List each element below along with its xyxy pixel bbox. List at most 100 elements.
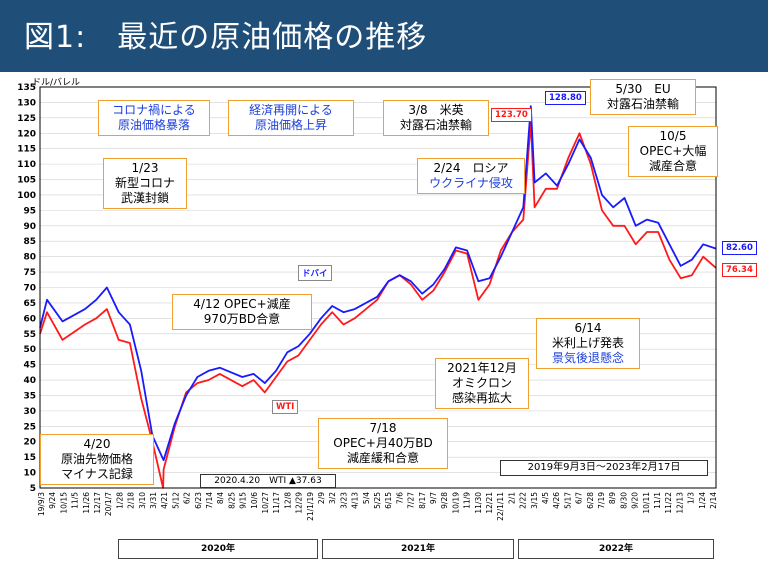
x-tick-label: 11/22 (664, 492, 673, 514)
y-unit-label: ドル/バレル (32, 78, 81, 88)
x-tick-label: 6/2 (183, 492, 192, 504)
x-tick-label: 2/9 (317, 492, 326, 504)
annotation-reopening: 経済再開による 原油価格上昇 (228, 100, 354, 136)
y-tick-label: 60 (23, 314, 36, 324)
x-tick-label: 9/7 (429, 492, 438, 504)
x-tick-label: 5/4 (362, 492, 371, 504)
x-tick-label: 11/5 (71, 492, 80, 509)
x-tick-label: 2/1 (507, 492, 516, 504)
x-tick-label: 10/27 (261, 492, 270, 514)
y-tick-label: 50 (23, 345, 36, 355)
x-tick-label: 6/23 (194, 492, 203, 509)
legend-dubai: ドバイ (298, 265, 332, 281)
year-label-2021: 2021年 (322, 539, 514, 559)
x-tick-label: 10/15 (59, 492, 68, 514)
x-tick-label: 11/9 (463, 492, 472, 509)
y-tick-label: 5 (30, 484, 36, 494)
x-tick-label: 7/14 (205, 492, 214, 509)
year-label-2022: 2022年 (518, 539, 714, 559)
y-tick-label: 125 (17, 114, 36, 124)
x-tick-label: 9/15 (239, 492, 248, 509)
y-tick-label: 10 (23, 469, 36, 479)
annotation-wti-negative: 4/20 原油先物価格 マイナス記録 (40, 434, 154, 485)
x-tick-label: 10/19 (451, 492, 460, 514)
min-value-note: 2020.4.20 WTI ▲37.63 (200, 474, 336, 488)
dubai-peak-label: 128.80 (545, 91, 586, 105)
x-tick-label: 22/1/11 (496, 492, 505, 521)
x-tick-label: 6/7 (575, 492, 584, 504)
annotation-wuhan: 1/23 新型コロナ 武漢封鎖 (103, 158, 187, 209)
year-label-2020: 2020年 (118, 539, 318, 559)
y-tick-label: 100 (17, 191, 36, 201)
x-tick-label: 2/18 (127, 492, 136, 509)
x-tick-label: 4/5 (541, 492, 550, 504)
annotation-fed-hike: 6/14 米利上げ発表 景気後退懸念 (536, 318, 640, 369)
y-tick-label: 25 (23, 422, 36, 432)
x-tick-label: 12/8 (283, 492, 292, 509)
x-tick-label: 12/21 (485, 492, 494, 514)
y-tick-label: 95 (23, 206, 36, 216)
plot-frame (39, 86, 717, 489)
y-tick-labels: 5 10 15 20 25 30 35 40 45 50 55 60 65 70 75 80 85 90 95 100… (17, 83, 36, 494)
x-tick-label: 10/11 (642, 492, 651, 514)
x-tick-label: 1/28 (115, 492, 124, 509)
x-tick-label: 19/9/3 (37, 492, 46, 516)
annotation-opec-jul: 7/18 OPEC+月40万BD 減産緩和合意 (318, 418, 448, 469)
x-tick-label: 3/31 (149, 492, 158, 509)
y-tick-label: 70 (23, 284, 36, 294)
x-tick-label: 5/25 (373, 492, 382, 509)
x-tick-label: 3/15 (530, 492, 539, 509)
x-tick-labels: 19/9/3 9/24 10/15 11/5 11/26 12/17 20/1/7 1/28 2… (37, 492, 718, 521)
x-tick-label: 8/25 (227, 492, 236, 509)
x-tick-label: 3/10 (138, 492, 147, 509)
x-tick-label: 5/12 (171, 492, 180, 509)
annotation-eu-ban: 5/30 EU 対露石油禁輸 (590, 79, 696, 115)
period-label: 2019年9月3日〜2023年2月17日 (500, 460, 708, 476)
annotation-ukraine: 2/24 ロシア ウクライナ侵攻 (417, 158, 525, 194)
y-tick-label: 65 (23, 299, 36, 309)
annotation-opec-cut-oct: 10/5 OPEC+大幅 減産合意 (628, 126, 718, 177)
y-tick-label: 105 (17, 176, 36, 186)
x-tick-label: 9/24 (48, 492, 57, 509)
y-tick-label: 90 (23, 222, 36, 232)
x-tick-label: 7/6 (395, 492, 404, 504)
y-tick-label: 35 (23, 391, 36, 401)
annotation-omicron: 2021年12月 オミクロン 感染再拡大 (435, 358, 529, 409)
x-tick-label: 20/1/7 (104, 492, 113, 516)
y-tick-label: 80 (23, 253, 36, 263)
x-tick-label: 21/1/19 (306, 492, 315, 521)
x-tick-label: 9/20 (631, 492, 640, 509)
x-tick-label: 9/28 (440, 492, 449, 509)
x-tick-label: 10/6 (250, 492, 259, 509)
y-tick-label: 40 (23, 376, 36, 386)
x-tick-label: 11/17 (272, 492, 281, 514)
x-tick-label: 8/9 (608, 492, 617, 504)
x-tick-label: 1/24 (698, 492, 707, 509)
x-tick-label: 4/26 (552, 492, 561, 509)
x-tick-label: 3/23 (339, 492, 348, 509)
x-tick-label: 7/27 (407, 492, 416, 509)
legend-wti: WTI (272, 400, 299, 414)
x-tick-label: 12/17 (93, 492, 102, 514)
y-tick-label: 15 (23, 453, 36, 463)
y-tick-label: 20 (23, 438, 36, 448)
y-tick-label: 120 (17, 129, 36, 139)
series-lines (39, 105, 717, 489)
y-tick-label: 130 (17, 98, 36, 108)
y-tick-label: 135 (17, 83, 36, 93)
annotation-opec-apr: 4/12 OPEC+減産 970万BD合意 (172, 294, 312, 330)
x-tick-label: 8/4 (216, 492, 225, 504)
page-title: 図1: 最近の原油価格の推移 (24, 20, 428, 55)
y-tick-label: 115 (17, 145, 36, 155)
y-tick-label: 110 (17, 160, 36, 170)
x-tick-label: 3/2 (328, 492, 337, 504)
dubai-end-label: 82.60 (722, 241, 757, 255)
x-tick-label: 2/14 (709, 492, 718, 509)
annotation-us-uk-ban: 3/8 米英 対露石油禁輸 (383, 100, 489, 136)
x-tick-label: 12/29 (295, 492, 304, 514)
x-tick-label: 8/30 (619, 492, 628, 509)
x-tick-label: 5/17 (563, 492, 572, 509)
annotation-covid-crash: コロナ禍による 原油価格暴落 (98, 100, 210, 136)
x-tick-label: 6/15 (384, 492, 393, 509)
